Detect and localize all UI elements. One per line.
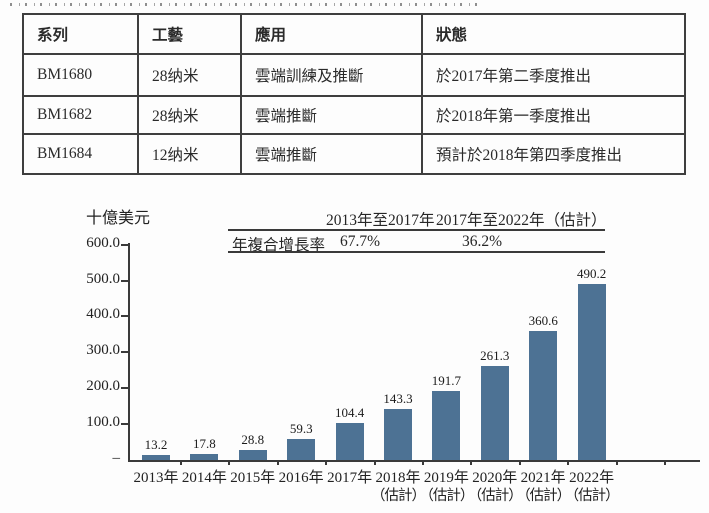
y-tick-mark [121, 423, 128, 426]
x-tick-mark [422, 460, 424, 465]
x-tick-label: 2014年 [181, 470, 227, 486]
bar-value-label: 13.2 [144, 437, 168, 453]
x-tick-label: 2015年 [230, 470, 276, 486]
cagr-divider-bottom [228, 251, 605, 253]
header-cell-application: 應用 [240, 13, 423, 55]
x-tick-mark [180, 460, 182, 465]
y-tick-label: 200.0 [86, 378, 120, 395]
x-tick-label: 2017年 [327, 470, 373, 486]
x-tick-note: （估計） [371, 488, 426, 504]
cagr-value-2: 36.2% [462, 233, 503, 250]
x-tick-mark [276, 460, 279, 465]
cagr-period-1-label: 2013年至2017年 [326, 212, 435, 229]
y-tick-label: 600.0 [86, 234, 120, 251]
table-cell: 於2018年第一季度推出 [421, 95, 686, 135]
cagr-row-label: 年複合增長率 [232, 237, 326, 254]
x-tick-label: 2013年 [133, 470, 179, 486]
bar-value-label: 490.2 [576, 266, 607, 282]
bar-value-label: 261.3 [480, 348, 510, 364]
x-tick-mark [325, 460, 328, 465]
table-cell: 預計於2018年第四季度推出 [421, 133, 686, 175]
table-row: BM1684 12纳米 雲端推斷 預計於2018年第四季度推出 [22, 133, 686, 175]
table-cell: 雲端推斷 [240, 95, 423, 135]
x-tick-label: 2019年 [423, 470, 469, 486]
clipped-text-remnant [10, 3, 482, 6]
bar [287, 438, 316, 460]
y-tick-mark [121, 315, 128, 318]
y-tick-label: – [112, 450, 121, 466]
y-axis-unit-label: 十億美元 [86, 210, 151, 227]
table-cell: BM1680 [22, 53, 139, 97]
bar [335, 422, 364, 460]
x-tick-label: 2020年 [472, 470, 518, 486]
table-cell: 雲端推斷 [240, 133, 423, 175]
x-tick-note: （估計） [564, 488, 620, 504]
header-cell-series: 系列 [22, 13, 139, 55]
bar [577, 284, 606, 460]
table-cell: 12纳米 [137, 133, 242, 175]
x-tick-label: 2022年 [569, 470, 615, 486]
header-cell-status: 狀態 [421, 13, 686, 55]
bar-value-label: 191.7 [431, 373, 462, 389]
bar-value-label: 59.3 [289, 420, 313, 436]
y-tick-mark [121, 387, 128, 390]
table-row: BM1680 28纳米 雲端訓練及推斷 於2017年第二季度推出 [22, 53, 686, 97]
y-tick-mark [121, 243, 128, 246]
x-tick-note: （估計） [516, 488, 571, 504]
x-tick-mark [615, 460, 618, 465]
table-cell: 於2017年第二季度推出 [421, 53, 686, 97]
x-tick-label: 2021年 [520, 470, 566, 486]
y-tick-mark [121, 351, 128, 354]
bar [190, 453, 219, 460]
y-tick-label: 300.0 [86, 342, 120, 359]
bar [142, 455, 170, 460]
table-cell: BM1682 [22, 95, 139, 135]
x-tick-mark [567, 460, 570, 465]
x-tick-note: （估計） [419, 488, 474, 504]
x-tick-mark [470, 460, 473, 465]
header-cell-process: 工藝 [137, 13, 242, 55]
bar [432, 391, 461, 460]
y-tick-mark [121, 279, 128, 282]
x-tick-label: 2018年 [375, 470, 421, 486]
x-tick-mark [228, 460, 231, 465]
cagr-period-2-label: 2017年至2022年（估計） [436, 212, 607, 229]
bar [238, 449, 267, 460]
bar [384, 408, 412, 460]
y-axis-line [128, 243, 130, 462]
bar-value-label: 104.4 [334, 404, 365, 420]
x-tick-mark [518, 460, 521, 465]
y-tick-label: 100.0 [86, 414, 120, 431]
x-tick-note: （估計） [467, 488, 523, 504]
cagr-divider-top [228, 229, 605, 231]
table-cell: 雲端訓練及推斷 [240, 53, 423, 97]
bar-value-label: 17.8 [193, 435, 216, 451]
x-tick-mark [373, 460, 376, 465]
bar-value-label: 143.3 [383, 390, 413, 406]
x-tick-mark [664, 460, 666, 465]
chip-series-table: 系列 工藝 應用 狀態 BM1680 28纳米 雲端訓練及推斷 於2017年第二… [22, 13, 686, 175]
bar-value-label: 28.8 [241, 431, 265, 447]
table-cell: 28纳米 [137, 53, 242, 97]
table-row: BM1682 28纳米 雲端推斷 於2018年第一季度推出 [22, 95, 686, 135]
bar [529, 330, 558, 460]
table-header-row: 系列 工藝 應用 狀態 [22, 13, 686, 55]
x-tick-label: 2016年 [278, 470, 324, 486]
table-cell: BM1684 [22, 133, 139, 175]
bar [480, 366, 509, 460]
bar-value-label: 360.6 [528, 312, 558, 328]
y-tick-label: 500.0 [86, 270, 120, 287]
x-axis-line [128, 460, 700, 462]
cagr-value-1: 67.7% [340, 233, 381, 250]
y-tick-label: 400.0 [86, 306, 120, 323]
table-cell: 28纳米 [137, 95, 242, 135]
